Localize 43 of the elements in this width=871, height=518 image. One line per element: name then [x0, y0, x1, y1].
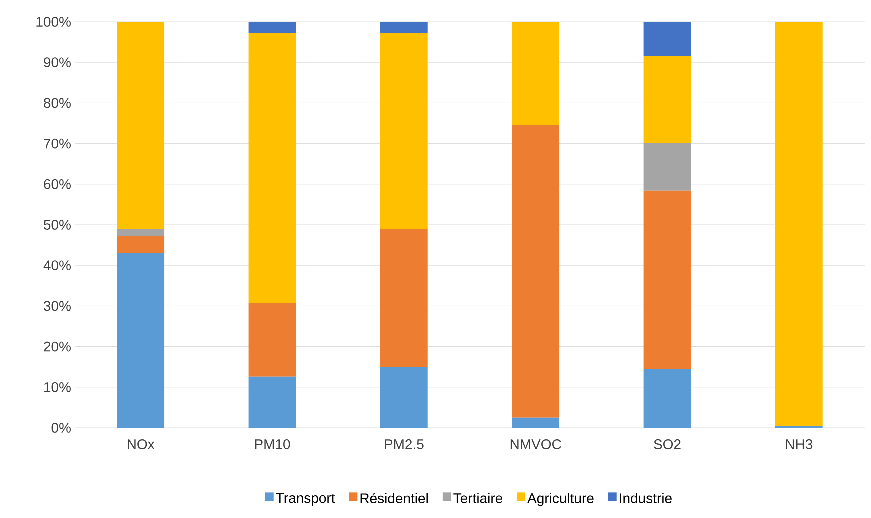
bar [117, 236, 165, 254]
y-tick-label: 60% [44, 179, 71, 190]
bar [775, 22, 823, 426]
bar [644, 56, 692, 143]
bar [248, 22, 296, 33]
bar [380, 367, 428, 428]
bar [380, 32, 428, 230]
x-tick-label: NMVOC [510, 440, 562, 450]
bar [117, 253, 165, 428]
legend-label: Agriculture [528, 493, 594, 506]
y-tick-label: 10% [44, 382, 71, 392]
bar [117, 229, 165, 236]
bar [512, 418, 560, 428]
bar [380, 229, 428, 368]
y-tick-label: 0% [52, 423, 71, 433]
y-tick-label: 40% [44, 260, 71, 271]
bar [380, 22, 428, 33]
x-tick-label: PM10 [255, 440, 290, 450]
y-tick-label: 20% [44, 342, 71, 352]
y-tick-label: 30% [44, 301, 71, 312]
x-tick-label: NOx [128, 440, 155, 450]
bar [248, 32, 296, 303]
bar [644, 142, 692, 191]
bar [512, 22, 560, 126]
y-tick-label: 80% [44, 98, 71, 108]
x-tick-label: NH3 [786, 440, 813, 450]
legend-label: Industrie [620, 493, 672, 504]
x-tick-label: PM2.5 [385, 440, 424, 450]
y-tick-label: 100% [36, 17, 71, 27]
bar [117, 22, 165, 230]
y-tick-label: 90% [44, 58, 71, 68]
legend-label: Tertiaire [454, 493, 503, 504]
bar [644, 190, 692, 370]
bar [248, 302, 296, 377]
x-tick-label: SO2 [654, 440, 681, 450]
bar [512, 125, 560, 418]
legend-label: Résidentiel [360, 493, 428, 504]
bar [644, 22, 692, 56]
bar [644, 369, 692, 428]
bar [248, 376, 296, 428]
y-tick-label: 50% [44, 220, 71, 230]
legend-label: Transport [276, 493, 336, 506]
y-tick-label: 70% [44, 138, 71, 149]
